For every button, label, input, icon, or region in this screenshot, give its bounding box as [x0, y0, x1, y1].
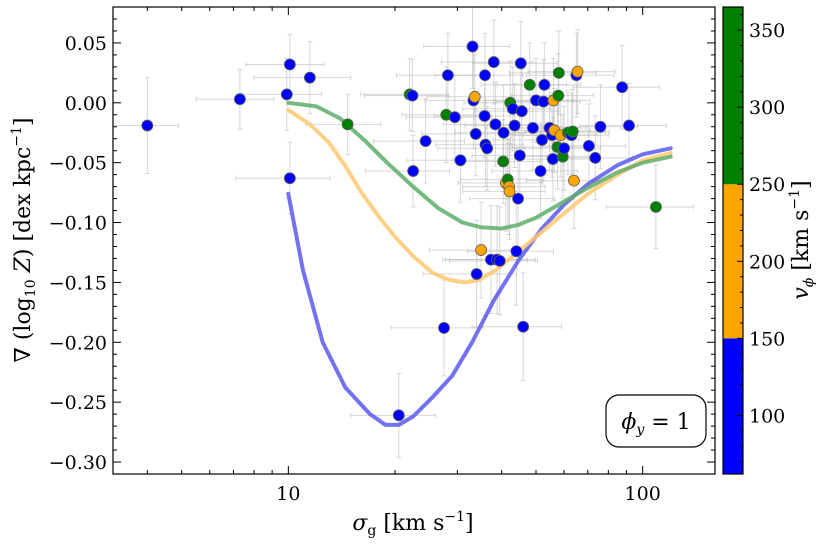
data-point — [441, 69, 454, 82]
annotation-box: ϕy = 1 — [605, 394, 707, 448]
x-tick-label: 10 — [276, 483, 300, 505]
data-point — [448, 111, 461, 124]
data-point — [479, 69, 491, 82]
annotation-text: ϕy = 1 — [621, 410, 690, 438]
data-point — [478, 110, 491, 122]
colorbar-label: vϕ [km s−1] — [787, 180, 817, 299]
data-point — [493, 254, 506, 267]
data-point — [571, 65, 584, 78]
data-point — [475, 244, 488, 256]
data-point — [508, 119, 521, 132]
y-tick-label: 0.00 — [65, 93, 107, 115]
y-tick-label: −0.30 — [49, 452, 107, 474]
data-points — [141, 40, 662, 422]
data-point — [497, 155, 510, 168]
data-point — [513, 149, 526, 162]
data-point — [552, 66, 565, 79]
data-point — [468, 90, 481, 103]
colorbar-band — [723, 184, 743, 339]
colorbar-tick-label: 200 — [749, 251, 785, 273]
data-point — [392, 409, 405, 422]
data-point — [552, 89, 565, 102]
data-point — [438, 322, 450, 334]
data-point — [466, 40, 479, 53]
data-point — [568, 174, 580, 187]
colorbar-tick-label: 250 — [749, 174, 785, 196]
data-point — [419, 135, 432, 148]
model-curve-1 — [286, 146, 673, 427]
y-tick-label: −0.15 — [49, 272, 107, 294]
data-point — [523, 78, 536, 91]
colorbar-tick-label: 350 — [749, 20, 785, 42]
data-point — [497, 126, 510, 139]
data-point — [514, 57, 527, 70]
data-point — [594, 120, 607, 133]
data-point — [283, 58, 296, 71]
data-point — [623, 119, 635, 132]
data-point — [510, 245, 523, 258]
y-tick-label: −0.25 — [49, 392, 107, 414]
data-point — [650, 201, 662, 213]
y-tick-label: −0.10 — [49, 213, 107, 235]
y-axis-label: ∇ (log10 Z) [dex kpc−1] — [9, 117, 39, 362]
data-point — [470, 268, 483, 280]
colorbar-tick-label: 300 — [749, 97, 785, 119]
model-curves — [286, 100, 673, 427]
data-point — [616, 81, 629, 94]
data-point — [515, 105, 528, 118]
data-point — [512, 192, 524, 205]
data-point — [558, 142, 570, 155]
data-point — [589, 151, 602, 164]
plot-frame — [112, 6, 716, 475]
data-point — [234, 93, 246, 106]
data-point — [538, 78, 551, 91]
colorbar-band — [723, 7, 743, 185]
data-point — [487, 56, 500, 68]
x-axis-label: σg [km s−1] — [352, 509, 473, 539]
model-curve-3 — [286, 100, 673, 231]
data-point — [141, 119, 154, 132]
y-tick-label: −0.20 — [49, 332, 107, 354]
x-tick-label: 100 — [625, 483, 661, 505]
data-point — [406, 89, 419, 102]
model-curve-2 — [286, 108, 673, 285]
data-point — [280, 88, 293, 101]
data-point — [454, 154, 467, 167]
colorbar-band — [723, 338, 743, 474]
data-point — [469, 128, 482, 140]
x-axis-ticks: 10 100 — [146, 7, 661, 505]
data-point — [407, 165, 420, 177]
colorbar-tick-label: 100 — [749, 405, 785, 427]
data-point — [534, 165, 547, 177]
data-point — [537, 95, 550, 108]
data-point — [283, 172, 296, 185]
y-axis-ticks: 0.05 0.00 −0.05 −0.10 −0.15 −0.20 −0.25 −0.30 — [49, 18, 715, 474]
colorbar-tick-label: 150 — [749, 328, 785, 350]
error-bars — [113, 7, 694, 458]
data-point — [481, 142, 494, 155]
data-point — [566, 125, 579, 138]
colorbar: 100 150 200 250 300 350 — [722, 6, 785, 475]
data-point — [489, 118, 502, 131]
y-tick-label: 0.05 — [65, 33, 107, 55]
colorbar-frame — [722, 6, 744, 475]
data-point — [517, 320, 530, 333]
data-point — [546, 153, 559, 165]
data-point — [527, 122, 539, 134]
data-point — [503, 185, 516, 198]
data-point — [303, 71, 316, 84]
y-tick-label: −0.05 — [49, 153, 107, 175]
data-point — [536, 134, 548, 146]
data-point — [582, 140, 595, 152]
data-point — [341, 118, 354, 131]
